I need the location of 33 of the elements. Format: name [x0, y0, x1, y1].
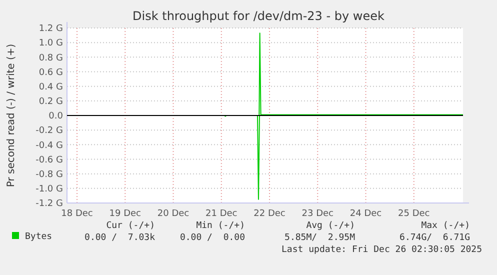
- y-tick-label: 0.6 G: [38, 68, 64, 78]
- x-tick-label: 21 Dec: [206, 209, 238, 219]
- x-tick-label: 22 Dec: [254, 209, 286, 219]
- y-tick-label: -1.0 G: [36, 184, 64, 195]
- legend-label: Bytes: [25, 232, 52, 242]
- text: 5.85M/ 2.95M: [284, 233, 356, 243]
- y-axis-title: Pr second read (-) / write (+): [6, 44, 17, 188]
- text: Min (-/+): [196, 221, 245, 231]
- text: Avg (-/+): [306, 221, 355, 231]
- x-tick-label: 25 Dec: [398, 209, 430, 219]
- text: 0.00 / 0.00: [180, 233, 245, 243]
- y-tick-label: 1.0 G: [38, 38, 64, 49]
- x-tick-label: 20 Dec: [157, 209, 190, 219]
- chart-title: Disk throughput for /dev/dm-23 - by week: [132, 9, 384, 23]
- y-tick-label: 0.0: [48, 112, 64, 122]
- text: Max (-/+): [421, 221, 470, 231]
- text: 0.00 / 7.03k: [84, 233, 156, 243]
- y-tick-label: 1.2 G: [38, 24, 64, 34]
- x-tick-label: 23 Dec: [302, 209, 334, 219]
- x-tick-label: 19 Dec: [109, 209, 142, 219]
- y-tick-label: -0.4 G: [36, 140, 64, 151]
- y-tick-label: -0.8 G: [36, 170, 64, 180]
- x-tick-label: 24 Dec: [350, 209, 382, 219]
- y-tick-label: -1.2 G: [36, 199, 64, 210]
- y-tick-label: 0.8 G: [38, 53, 64, 64]
- y-tick-label: -0.2 G: [36, 126, 64, 136]
- text: Last update: Fri Dec 26 02:30:05 2025: [282, 245, 482, 255]
- text: 6.74G/ 6.71G: [400, 233, 470, 243]
- y-tick-label: 0.2 G: [38, 97, 64, 108]
- x-tick-label: 18 Dec: [61, 209, 93, 219]
- y-tick-label: 0.4 G: [38, 82, 64, 92]
- y-tick-label: -0.6 G: [36, 155, 64, 166]
- text: Cur (-/+): [106, 221, 155, 231]
